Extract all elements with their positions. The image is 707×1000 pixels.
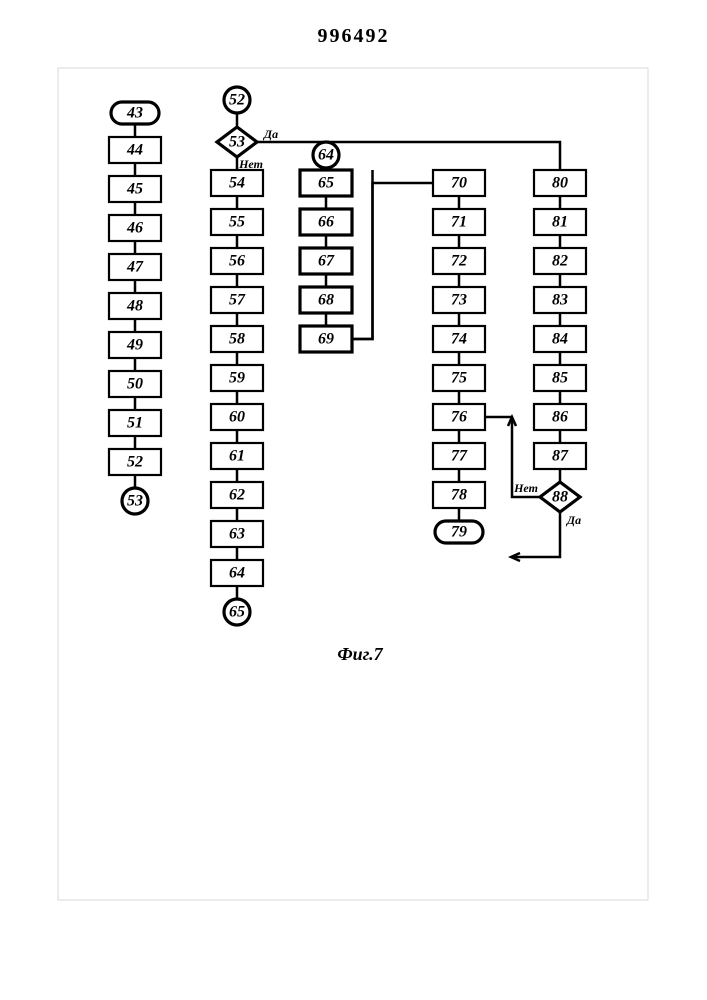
- process-label: 69: [318, 331, 334, 348]
- terminator-label: 79: [451, 524, 467, 541]
- process-label: 78: [451, 487, 467, 504]
- branch-label-yes: Да: [263, 127, 278, 141]
- process-label: 63: [229, 526, 245, 543]
- branch-label-no: Нет: [238, 157, 263, 171]
- decision-label: 88: [552, 489, 568, 506]
- process-label: 55: [229, 214, 245, 231]
- document-number: 996492: [318, 25, 390, 47]
- flow-line: [257, 142, 560, 170]
- process-label: 82: [552, 253, 568, 270]
- process-label: 57: [229, 292, 246, 309]
- connector-label: 65: [229, 604, 245, 621]
- process-label: 76: [451, 409, 467, 426]
- connector-label: 64: [318, 147, 334, 164]
- process-label: 64: [229, 565, 245, 582]
- process-label: 44: [126, 142, 143, 159]
- process-label: 81: [552, 214, 568, 231]
- flow-line: [352, 170, 373, 339]
- process-label: 67: [318, 253, 335, 270]
- process-label: 65: [318, 175, 334, 192]
- process-label: 46: [126, 220, 143, 237]
- process-label: 59: [229, 370, 245, 387]
- decision-label: 53: [229, 134, 245, 151]
- process-label: 68: [318, 292, 334, 309]
- process-label: 45: [126, 181, 143, 198]
- process-label: 60: [229, 409, 245, 426]
- flow-line: [352, 183, 433, 339]
- branch-label-yes: Да: [566, 513, 581, 527]
- process-label: 73: [451, 292, 467, 309]
- process-label: 52: [127, 454, 143, 471]
- process-label: 66: [318, 214, 334, 231]
- process-label: 49: [126, 337, 143, 354]
- process-label: 80: [552, 175, 568, 192]
- flow-line: [511, 512, 560, 557]
- process-label: 77: [451, 448, 468, 465]
- process-label: 61: [229, 448, 245, 465]
- process-label: 74: [451, 331, 467, 348]
- connector-label: 52: [229, 92, 245, 109]
- process-label: 86: [552, 409, 568, 426]
- process-label: 70: [451, 175, 467, 192]
- process-label: 72: [451, 253, 467, 270]
- flowchart-figure: 996492 43 44 45 46 47 48 49 50 51 52 53 52 53 Да Нет 54 5…: [0, 0, 707, 1000]
- branch-label-no: Нет: [513, 481, 538, 495]
- process-label: 58: [229, 331, 245, 348]
- process-label: 48: [126, 298, 143, 315]
- terminator-label: 43: [126, 105, 143, 122]
- process-label: 84: [552, 331, 568, 348]
- process-label: 51: [127, 415, 143, 432]
- process-label: 62: [229, 487, 245, 504]
- connector-label: 53: [127, 493, 143, 510]
- process-label: 87: [552, 448, 569, 465]
- figure-caption: Фиг.7: [337, 644, 383, 664]
- process-label: 56: [229, 253, 245, 270]
- process-label: 54: [229, 175, 245, 192]
- process-label: 50: [127, 376, 143, 393]
- process-label: 71: [451, 214, 467, 231]
- process-label: 75: [451, 370, 467, 387]
- process-label: 85: [552, 370, 568, 387]
- process-label: 83: [552, 292, 568, 309]
- process-label: 47: [126, 259, 144, 276]
